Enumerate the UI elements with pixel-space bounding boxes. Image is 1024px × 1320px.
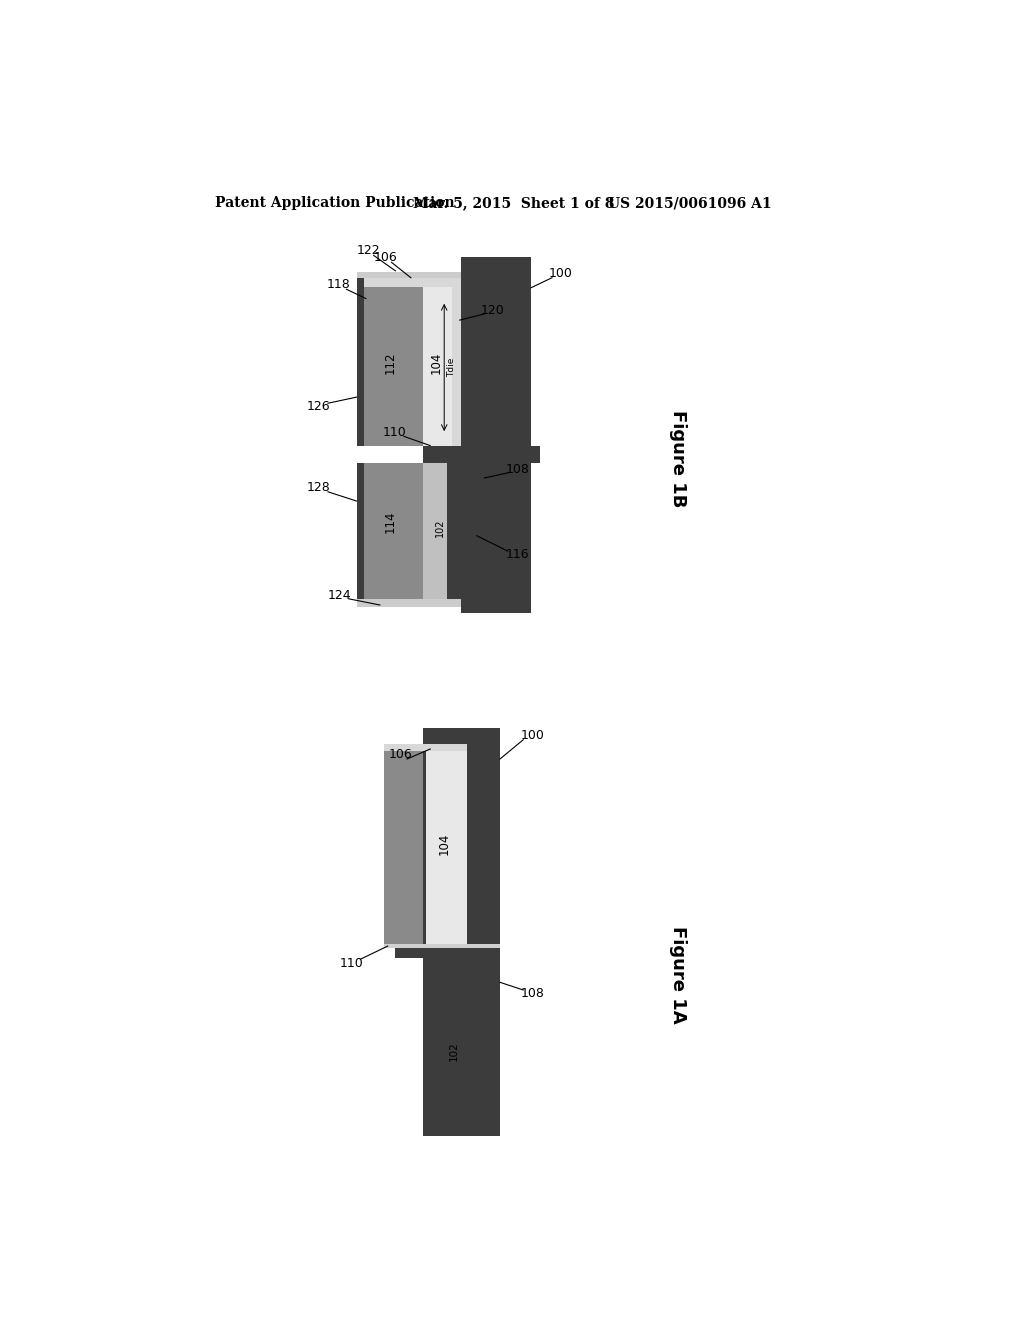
Text: 104: 104 xyxy=(429,351,442,374)
Bar xyxy=(423,462,461,607)
Bar xyxy=(423,277,461,446)
Text: 102: 102 xyxy=(449,1041,459,1061)
Bar xyxy=(356,277,423,446)
Bar xyxy=(423,462,450,607)
Bar xyxy=(356,277,461,286)
Bar xyxy=(447,462,461,607)
Bar xyxy=(384,944,500,949)
Bar xyxy=(461,257,531,612)
Text: Patent Application Publication: Patent Application Publication xyxy=(215,197,455,210)
Text: 110: 110 xyxy=(339,957,364,970)
Text: 120: 120 xyxy=(481,305,505,317)
Bar xyxy=(356,272,461,277)
Bar xyxy=(384,743,423,944)
Text: US 2015/0061096 A1: US 2015/0061096 A1 xyxy=(608,197,772,210)
Bar xyxy=(356,462,365,607)
Bar xyxy=(423,729,500,1137)
Text: 102: 102 xyxy=(434,519,444,537)
Text: 112: 112 xyxy=(383,351,396,374)
Bar xyxy=(423,446,541,462)
Bar xyxy=(384,743,469,751)
Bar xyxy=(467,743,484,944)
Text: 108: 108 xyxy=(506,463,529,477)
Text: 106: 106 xyxy=(389,748,413,760)
Bar xyxy=(356,277,365,446)
Text: Figure 1B: Figure 1B xyxy=(670,411,687,507)
Bar xyxy=(395,944,500,958)
Text: 110: 110 xyxy=(383,426,407,440)
Text: 106: 106 xyxy=(374,251,397,264)
Text: Tdie: Tdie xyxy=(447,358,457,376)
Text: 128: 128 xyxy=(307,480,331,494)
Text: 124: 124 xyxy=(328,589,351,602)
Text: 100: 100 xyxy=(520,729,545,742)
Bar xyxy=(356,599,461,607)
Text: Figure 1A: Figure 1A xyxy=(670,925,687,1023)
Bar xyxy=(426,743,469,944)
Text: 114: 114 xyxy=(383,511,396,533)
Text: 104: 104 xyxy=(437,833,451,855)
Text: Mar. 5, 2015  Sheet 1 of 8: Mar. 5, 2015 Sheet 1 of 8 xyxy=(414,197,614,210)
Text: 122: 122 xyxy=(356,244,380,257)
Text: 118: 118 xyxy=(327,279,350,292)
Bar xyxy=(356,462,423,607)
Text: 116: 116 xyxy=(505,548,528,561)
Text: 108: 108 xyxy=(520,987,545,1001)
Bar xyxy=(452,277,461,446)
Text: 126: 126 xyxy=(307,400,331,413)
Text: 100: 100 xyxy=(549,267,572,280)
